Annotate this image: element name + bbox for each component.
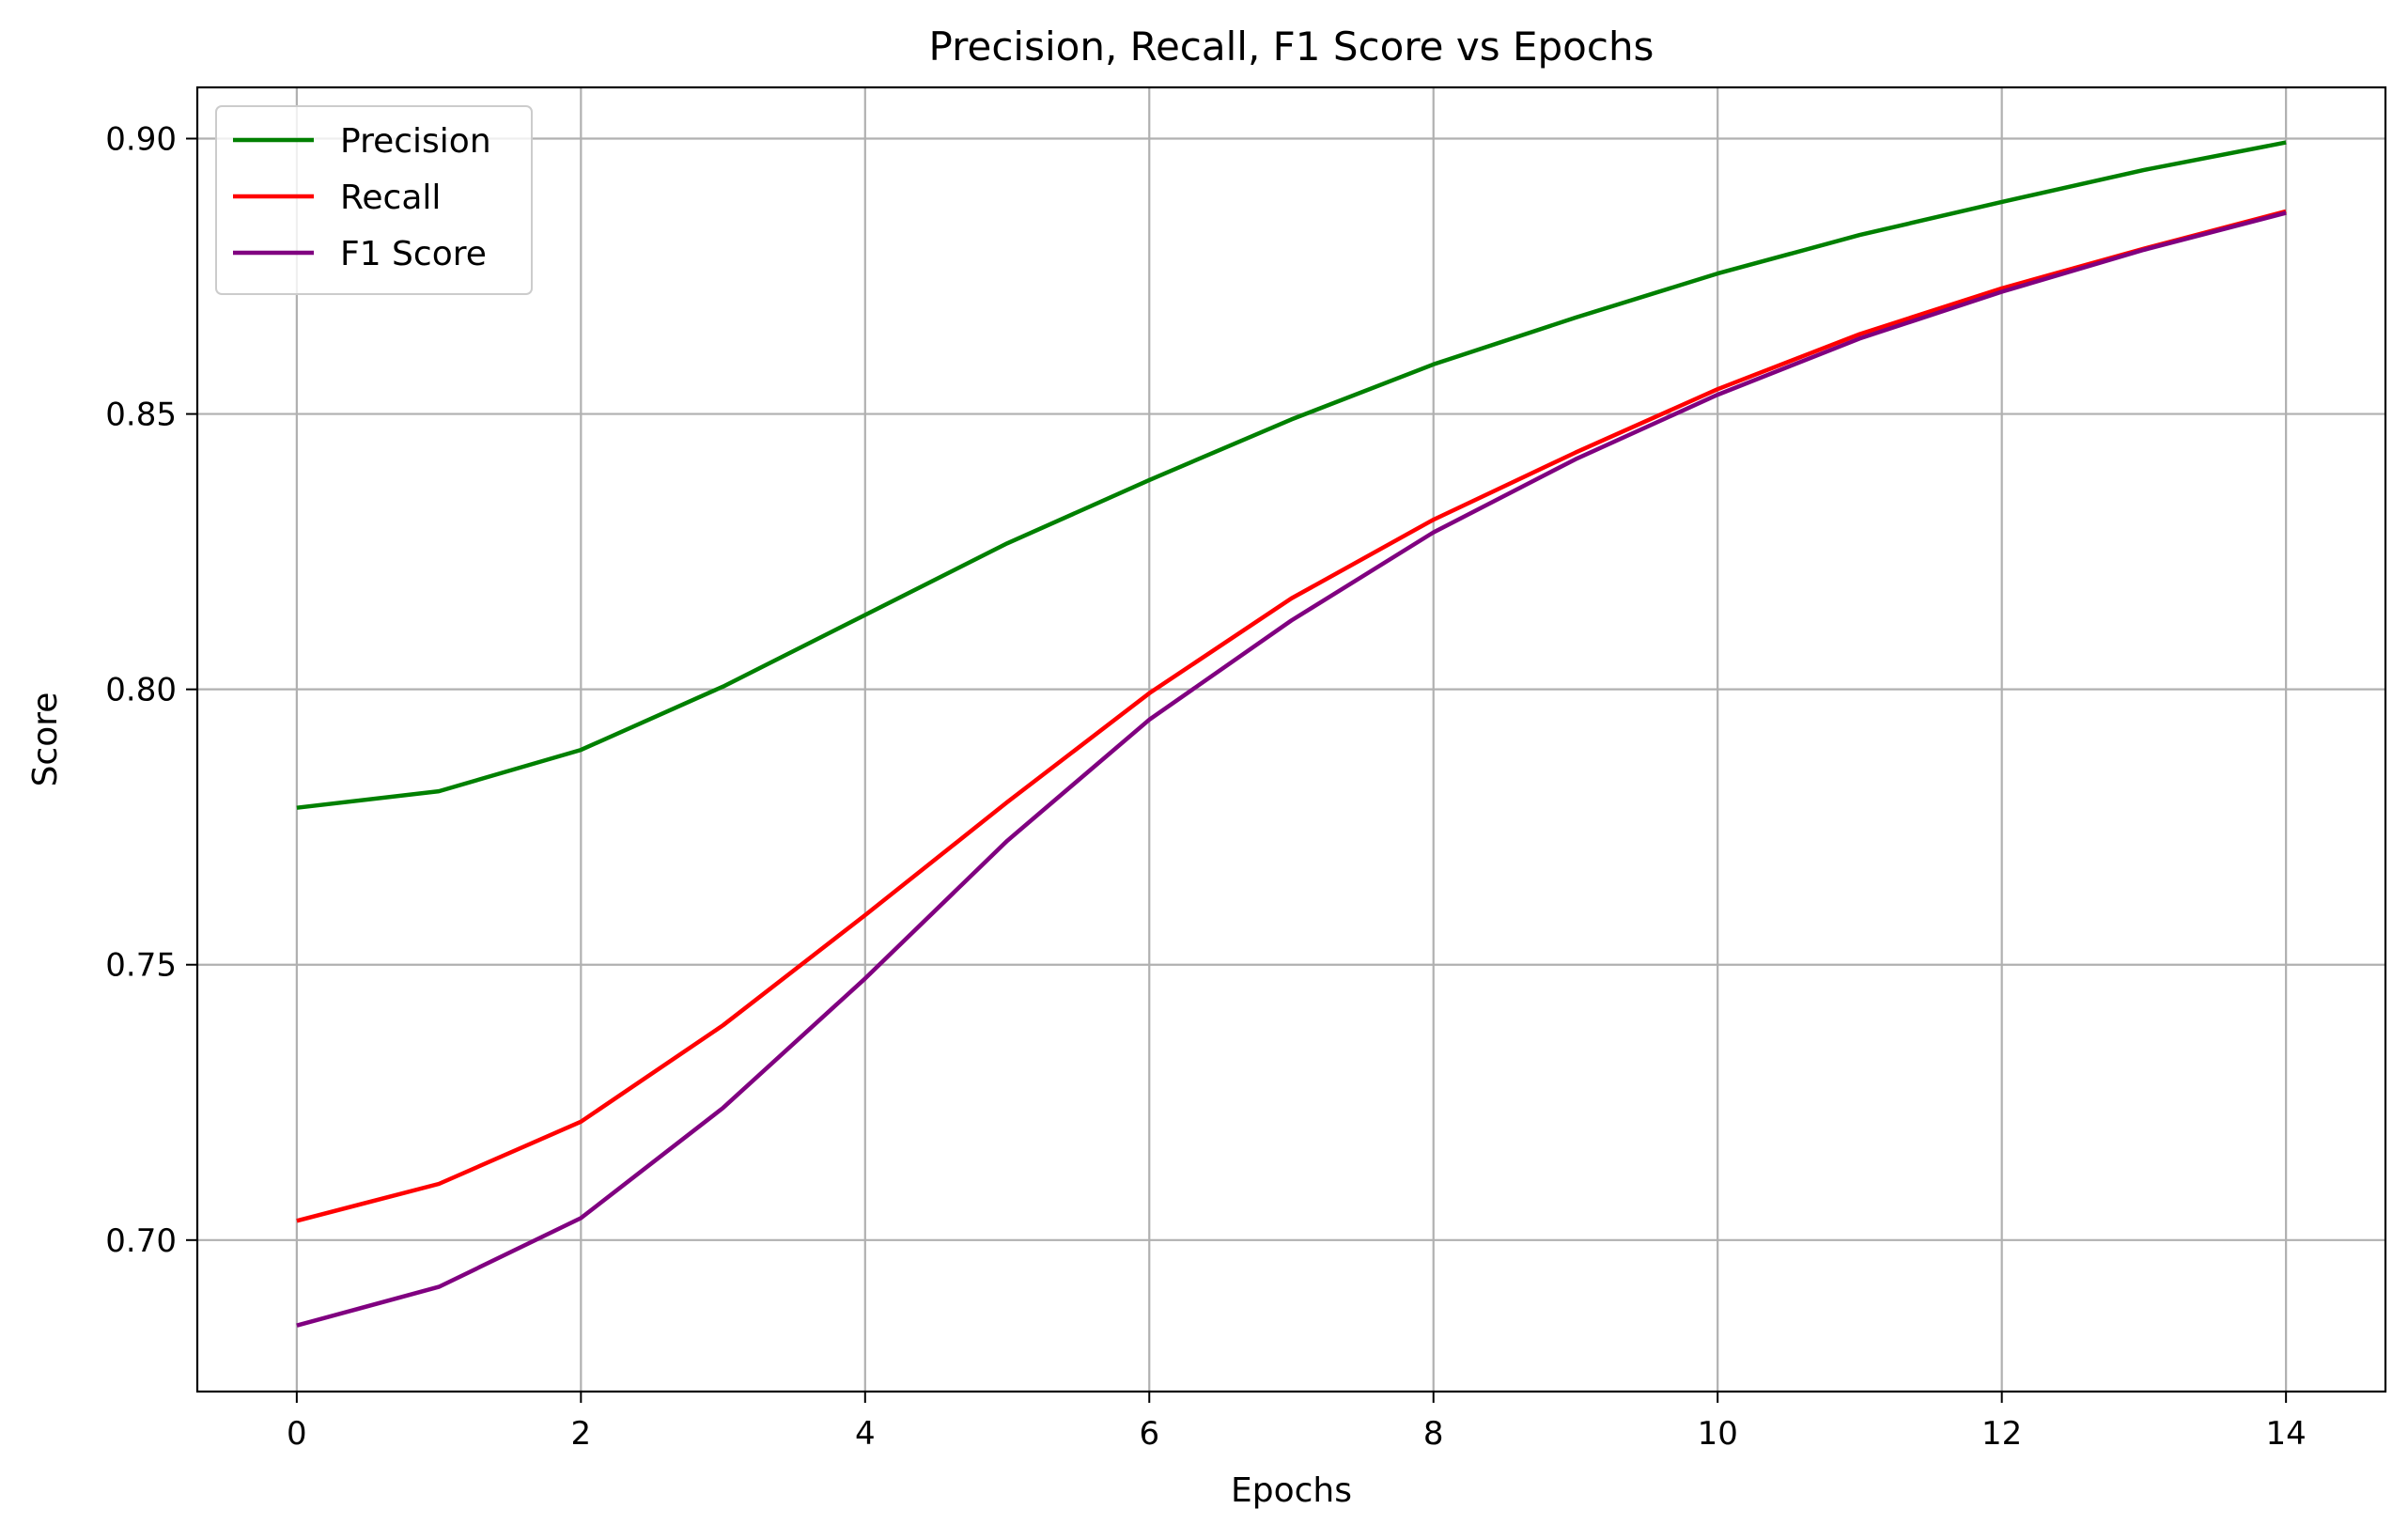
x-tick-label: 0	[287, 1415, 307, 1453]
x-axis-ticks: 0 2 4 6 8 10 12 14	[287, 1392, 2307, 1453]
chart-title: Precision, Recall, F1 Score vs Epochs	[929, 23, 1655, 70]
x-tick-label: 10	[1698, 1415, 1738, 1453]
plot-frame	[195, 86, 2387, 1393]
series-lines	[296, 140, 2287, 1328]
x-tick-label: 12	[1981, 1415, 2022, 1453]
legend-box	[215, 105, 533, 295]
series-line-recall	[296, 209, 2287, 1223]
legend-label-precision: Precision	[340, 122, 491, 161]
y-tick-label: 0.80	[105, 672, 177, 709]
grid	[197, 87, 2385, 1392]
series-line-precision	[296, 140, 2287, 810]
y-tick-label: 0.85	[105, 397, 177, 434]
y-tick-label: 0.75	[105, 947, 177, 985]
legend-label-f1-score: F1 Score	[340, 235, 487, 273]
legend: Precision Recall F1 Score	[215, 105, 533, 295]
x-tick-label: 2	[571, 1415, 592, 1453]
legend-label-recall: Recall	[340, 179, 441, 217]
x-tick-label: 14	[2266, 1415, 2307, 1453]
y-tick-label: 0.90	[105, 121, 177, 159]
y-tick-label: 0.70	[105, 1222, 177, 1260]
x-axis-label: Epochs	[1231, 1471, 1352, 1510]
y-axis-ticks: 0.70 0.75 0.80 0.85 0.90	[105, 121, 197, 1260]
y-axis-label: Score	[26, 692, 65, 787]
x-tick-label: 8	[1423, 1415, 1444, 1453]
x-tick-label: 4	[855, 1415, 876, 1453]
x-tick-label: 6	[1139, 1415, 1159, 1453]
series-line-f1-score	[296, 210, 2287, 1328]
